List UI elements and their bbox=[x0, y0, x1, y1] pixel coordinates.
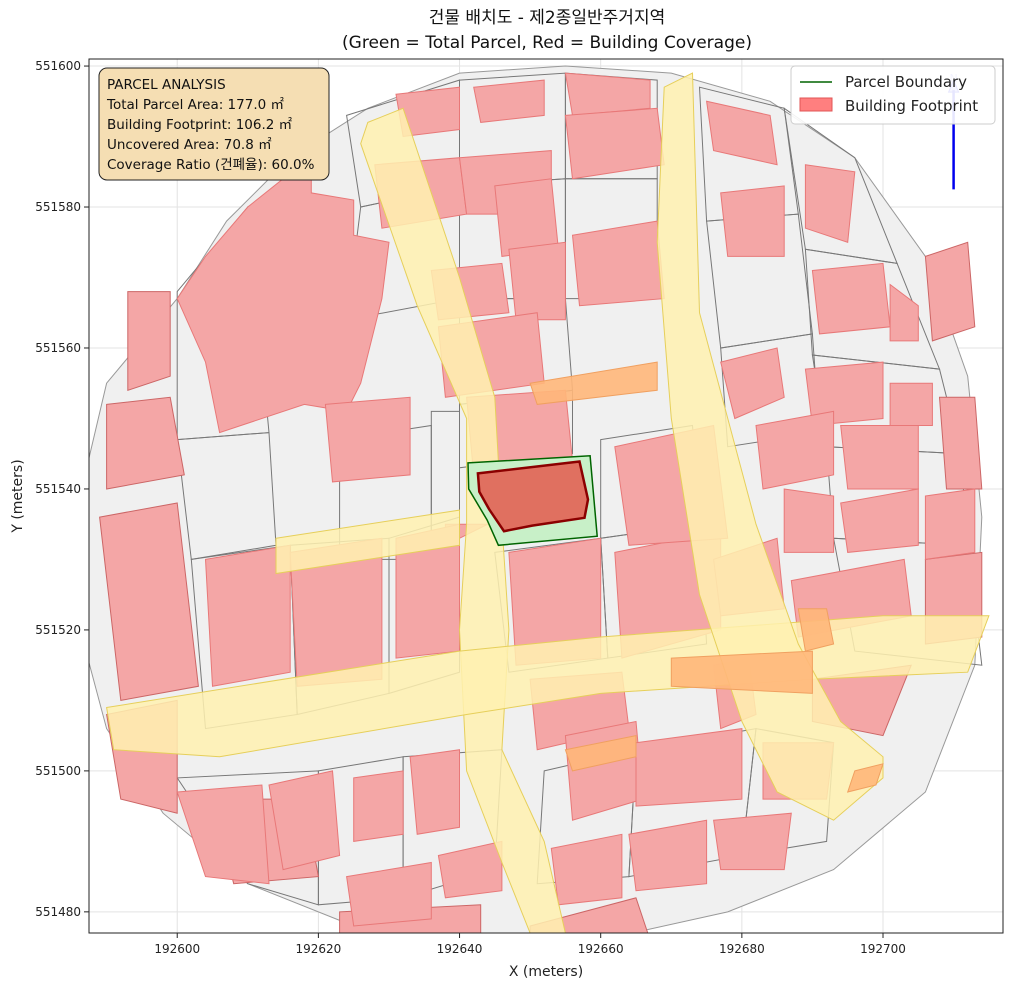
chart-subtitle: (Green = Total Parcel, Red = Building Co… bbox=[342, 33, 752, 53]
building-footprint bbox=[635, 728, 743, 807]
info-line-footprint: Building Footprint: 106.2 ㎡ bbox=[107, 117, 293, 133]
target-building bbox=[476, 460, 590, 533]
building-footprint bbox=[783, 488, 835, 553]
ticks: 192600 192620 192640 192660 192680 192700 5514… bbox=[35, 59, 906, 956]
info-line-coverage: Coverage Ratio (건폐율): 60.0% bbox=[107, 157, 315, 173]
road-area bbox=[360, 107, 566, 933]
info-line-title: PARCEL ANALYSIS bbox=[107, 77, 226, 93]
x-axis-label: X (meters) bbox=[509, 964, 583, 980]
plot-frame bbox=[88, 58, 1004, 934]
building-footprint bbox=[840, 425, 919, 490]
building-footprint bbox=[508, 241, 566, 321]
x-tick-label: 192640 bbox=[437, 942, 483, 956]
context-building bbox=[127, 291, 171, 391]
building-footprint bbox=[804, 361, 884, 427]
y-tick-label: 551600 bbox=[35, 59, 81, 73]
orange-patch bbox=[797, 608, 835, 652]
x-tick-label: 192620 bbox=[295, 942, 341, 956]
building-footprint bbox=[176, 142, 390, 434]
road-area bbox=[275, 509, 460, 575]
y-tick-label: 551580 bbox=[35, 200, 81, 214]
building-footprint bbox=[346, 861, 432, 927]
building-footprint bbox=[720, 347, 785, 420]
map-layer: N bbox=[89, 65, 990, 933]
y-axis-label: Y (meters) bbox=[10, 459, 26, 533]
road-area bbox=[656, 72, 884, 821]
building-footprint bbox=[706, 100, 778, 166]
building-footprint bbox=[840, 488, 919, 553]
orange-patch bbox=[670, 650, 813, 694]
y-tick-label: 551540 bbox=[35, 482, 81, 496]
building-footprint bbox=[811, 262, 891, 335]
orange-patch bbox=[846, 763, 884, 793]
building-footprint bbox=[324, 396, 411, 483]
x-tick-label: 192600 bbox=[154, 942, 200, 956]
building-footprint bbox=[353, 770, 404, 842]
y-tick-label: 551500 bbox=[35, 764, 81, 778]
building-footprint bbox=[755, 410, 835, 490]
legend-building-label: Building Footprint bbox=[845, 97, 978, 115]
building-footprint bbox=[176, 784, 270, 885]
x-tick-label: 192680 bbox=[719, 942, 765, 956]
y-tick-label: 551560 bbox=[35, 341, 81, 355]
building-footprint bbox=[473, 79, 545, 123]
orange-patch bbox=[529, 361, 658, 405]
building-footprint bbox=[924, 488, 976, 560]
x-tick-label: 192700 bbox=[860, 942, 906, 956]
orange-patch bbox=[564, 734, 637, 772]
legend-parcel-label: Parcel Boundary bbox=[845, 73, 967, 91]
y-tick-label: 551480 bbox=[35, 905, 81, 919]
x-tick-label: 192660 bbox=[578, 942, 624, 956]
info-box-panel bbox=[98, 67, 330, 181]
building-footprint bbox=[628, 819, 708, 892]
context-building bbox=[938, 396, 983, 490]
building-footprint bbox=[268, 770, 341, 871]
building-footprint bbox=[564, 72, 651, 116]
building-footprint bbox=[713, 812, 792, 871]
legend-building-swatch bbox=[799, 97, 833, 112]
y-tick-label: 551520 bbox=[35, 623, 81, 637]
building-footprint bbox=[204, 544, 291, 687]
target-layer bbox=[467, 455, 599, 547]
info-box: PARCEL ANALYSIS Total Parcel Area: 177.0… bbox=[98, 67, 330, 181]
legend: Parcel Boundary Building Footprint bbox=[790, 65, 996, 125]
context-building bbox=[106, 396, 185, 490]
legend-panel bbox=[790, 65, 996, 125]
building-footprint bbox=[571, 220, 665, 307]
building-footprint bbox=[437, 840, 503, 899]
context-building bbox=[924, 241, 976, 342]
info-line-total-area: Total Parcel Area: 177.0 ㎡ bbox=[106, 97, 284, 113]
building-footprint bbox=[804, 164, 856, 243]
building-footprint bbox=[889, 283, 919, 342]
context-building bbox=[99, 502, 199, 701]
building-footprint bbox=[889, 382, 933, 426]
building-footprint bbox=[550, 833, 623, 906]
chart-title: 건물 배치도 - 제2종일반주거지역 bbox=[429, 8, 665, 28]
road-layer bbox=[106, 72, 990, 933]
info-line-uncovered: Uncovered Area: 70.8 ㎡ bbox=[107, 137, 272, 153]
building-footprint bbox=[409, 749, 460, 835]
building-footprint bbox=[720, 185, 785, 257]
orange-layer bbox=[529, 361, 884, 793]
